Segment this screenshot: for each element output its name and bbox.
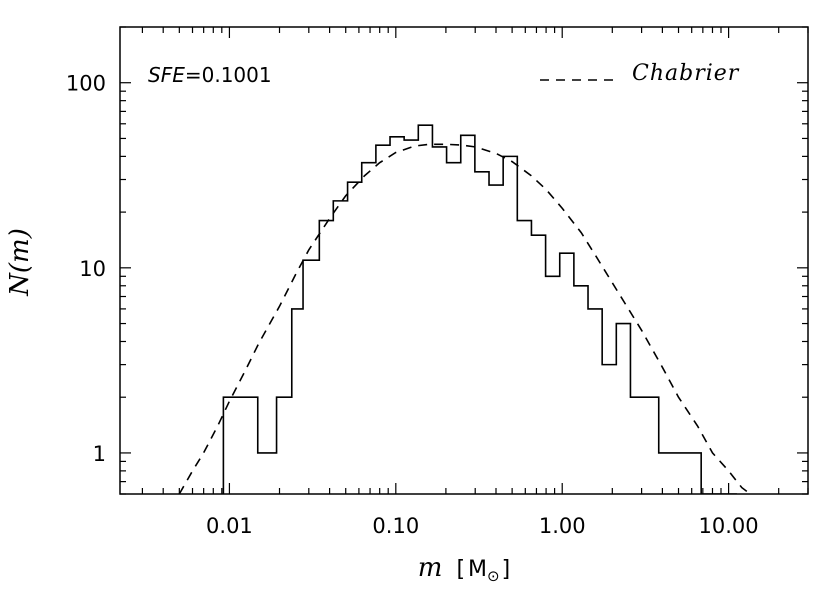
x-axis-bracket-open: [ xyxy=(456,557,465,582)
x-axis-var: m xyxy=(418,553,443,583)
y-tick-label: 100 xyxy=(66,72,106,96)
x-axis-unit-sub: ⊙ xyxy=(487,567,500,585)
x-tick-label: 10.00 xyxy=(699,514,759,538)
x-tick-label: 1.00 xyxy=(539,514,586,538)
axis-ticks xyxy=(120,26,809,495)
histogram-step-line xyxy=(222,124,737,494)
y-tick-label: 10 xyxy=(79,257,106,281)
sfe-equals: = xyxy=(185,63,202,87)
y-axis-title: N(m) xyxy=(5,228,35,297)
sfe-annotation: SFE=0.1001 xyxy=(148,63,272,87)
y-tick-label: 1 xyxy=(93,442,106,466)
x-tick-label: 0.10 xyxy=(372,514,419,538)
x-tick-labels: 0.01 0.10 1.00 10.00 xyxy=(206,514,759,538)
x-axis-title: m [M⊙] xyxy=(418,553,510,585)
y-tick-labels: 1 10 100 xyxy=(66,72,106,466)
x-axis-bracket-close: ] xyxy=(502,557,511,582)
x-axis-unit: M xyxy=(468,557,487,582)
sfe-value: 0.1001 xyxy=(202,63,272,87)
plot-frame xyxy=(119,26,809,495)
chabrier-curve xyxy=(178,143,751,494)
sfe-label: SFE xyxy=(148,63,185,87)
legend-label-chabrier: Chabrier xyxy=(632,61,740,86)
x-tick-label: 0.01 xyxy=(206,514,253,538)
